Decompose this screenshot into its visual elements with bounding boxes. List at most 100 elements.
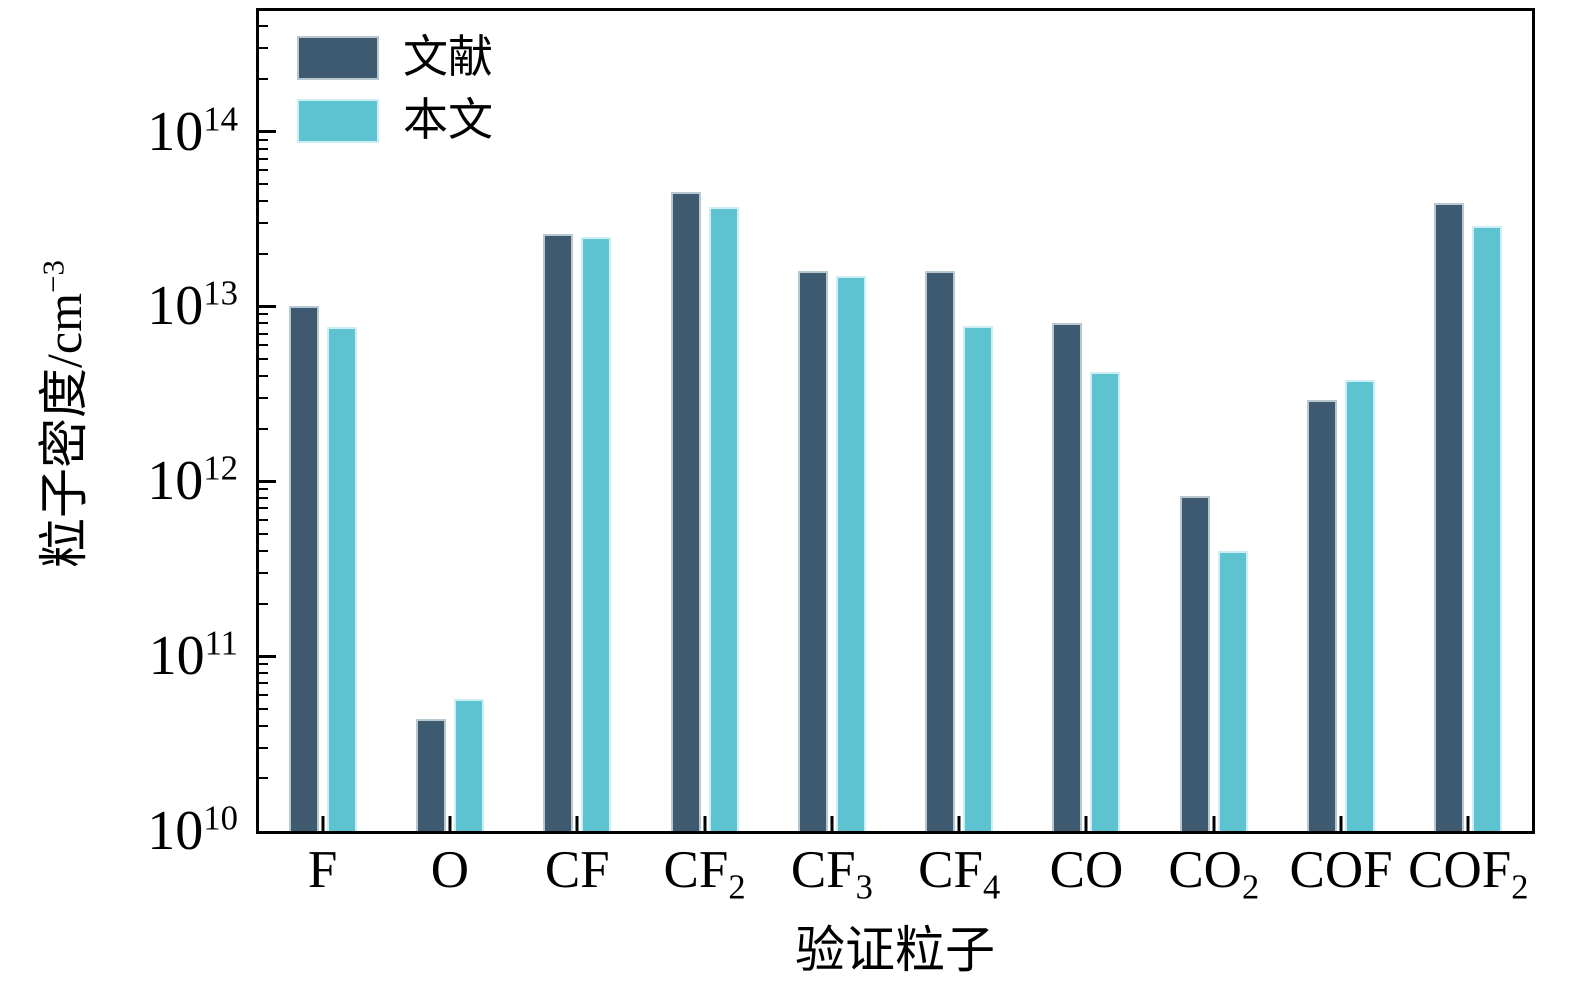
bar-this-work xyxy=(453,698,484,831)
y-minor-tick-mark xyxy=(259,138,268,141)
y-minor-tick-mark xyxy=(259,47,268,50)
legend-label-this-work: 本文 xyxy=(403,95,494,145)
bar-this-work xyxy=(1090,372,1121,831)
y-major-tick-mark xyxy=(259,479,276,483)
x-tick-label: CF4 xyxy=(918,841,1000,905)
x-tick-mark xyxy=(1339,816,1343,831)
bar-literature xyxy=(925,270,956,831)
x-tick-label-base: CF xyxy=(663,841,729,899)
bar-group-F xyxy=(259,11,386,831)
bar-this-work xyxy=(326,327,357,831)
y-tick-label: 1014 xyxy=(147,101,238,160)
y-major-tick-mark xyxy=(259,304,276,308)
x-tick-label: CO xyxy=(1050,841,1124,899)
y-minor-tick-mark xyxy=(259,707,268,710)
bars-layer xyxy=(259,11,1532,831)
x-tick-mark xyxy=(830,816,834,831)
y-minor-tick-mark xyxy=(259,672,268,675)
bar-this-work xyxy=(1472,225,1503,831)
y-minor-tick-mark xyxy=(259,147,268,150)
y-tick-label-exponent: 14 xyxy=(203,98,238,138)
bar-literature xyxy=(543,233,574,831)
x-tick-label-base: CF xyxy=(544,841,610,899)
bar-group-CF2 xyxy=(641,11,768,831)
y-tick-label-exponent: 12 xyxy=(203,448,238,488)
bar-literature xyxy=(288,306,319,831)
x-tick-mark xyxy=(1466,816,1470,831)
bar-this-work xyxy=(581,236,612,831)
y-minor-tick-mark xyxy=(259,693,268,696)
y-minor-tick-mark xyxy=(259,746,268,749)
y-tick-label-base: 10 xyxy=(147,800,204,862)
bar-group-COF xyxy=(1277,11,1404,831)
bar-group-COF2 xyxy=(1405,11,1532,831)
y-major-tick-mark xyxy=(259,654,276,658)
bar-this-work xyxy=(963,326,994,831)
y-tick-label: 1013 xyxy=(147,276,238,335)
legend-item-literature: 文献 xyxy=(297,35,493,80)
y-minor-tick-mark xyxy=(259,427,268,430)
y-axis-title-superscript: −3 xyxy=(35,260,71,293)
bar-literature xyxy=(1052,323,1083,831)
x-tick-label-base: CO xyxy=(1049,841,1124,899)
y-minor-tick-mark xyxy=(259,183,268,186)
y-tick-label: 1011 xyxy=(148,625,238,688)
y-minor-tick-mark xyxy=(259,519,268,522)
y-minor-tick-mark xyxy=(259,488,268,491)
legend-item-this-work: 本文 xyxy=(297,98,493,143)
x-tick-label-base: O xyxy=(430,841,470,899)
y-minor-tick-mark xyxy=(259,169,268,172)
y-minor-tick-mark xyxy=(259,344,268,347)
y-tick-label-exponent: 11 xyxy=(204,623,238,663)
y-minor-tick-mark xyxy=(259,602,268,605)
y-tick-label-base: 10 xyxy=(147,450,204,513)
bar-this-work xyxy=(1345,379,1376,831)
y-minor-tick-mark xyxy=(259,777,268,780)
x-tick-label-subscript: 2 xyxy=(1511,868,1529,907)
x-tick-label-subscript: 2 xyxy=(728,868,746,907)
y-minor-tick-mark xyxy=(259,571,268,574)
y-minor-tick-mark xyxy=(259,157,268,160)
bar-literature xyxy=(415,718,446,831)
y-tick-label-base: 10 xyxy=(148,625,205,688)
y-minor-tick-mark xyxy=(259,396,268,399)
x-tick-mark xyxy=(448,816,452,831)
y-minor-tick-mark xyxy=(259,200,268,203)
bar-group-CF4 xyxy=(896,11,1023,831)
bar-literature xyxy=(1434,203,1465,831)
y-minor-tick-mark xyxy=(259,322,268,325)
y-minor-tick-mark xyxy=(259,332,268,335)
bar-this-work xyxy=(1217,550,1248,831)
x-tick-mark xyxy=(1084,816,1088,831)
legend-swatch-literature xyxy=(297,35,379,80)
y-minor-tick-mark xyxy=(259,497,268,500)
y-minor-tick-mark xyxy=(259,507,268,510)
x-tick-mark xyxy=(957,816,961,831)
bar-this-work xyxy=(835,275,866,831)
bar-this-work xyxy=(708,207,739,831)
y-minor-tick-mark xyxy=(259,358,268,361)
y-tick-label: 1012 xyxy=(147,450,238,513)
bar-group-O xyxy=(386,11,513,831)
x-tick-label: CF xyxy=(545,841,610,899)
bar-group-CO xyxy=(1023,11,1150,831)
x-tick-label: CF3 xyxy=(791,841,873,905)
y-axis-title: 粒子密度/cm−3 xyxy=(24,260,96,568)
bar-literature xyxy=(1179,496,1210,831)
legend-swatch-this-work xyxy=(297,98,379,143)
x-tick-label: COF xyxy=(1289,841,1392,899)
y-minor-tick-mark xyxy=(259,682,268,685)
y-minor-tick-mark xyxy=(259,313,268,316)
bar-group-CF3 xyxy=(768,11,895,831)
legend: 文献本文 xyxy=(297,35,493,143)
x-tick-labels: F O CF CF2 CF3 CF4 CO CO2 COF COF2 xyxy=(259,11,1532,905)
x-tick-label: CF2 xyxy=(663,841,746,905)
bar-literature xyxy=(1307,400,1338,831)
y-minor-tick-mark xyxy=(259,724,268,727)
y-minor-tick-mark xyxy=(259,532,268,535)
y-minor-tick-mark xyxy=(259,25,268,28)
y-major-tick-mark xyxy=(259,130,276,134)
x-tick-label-subscript: 4 xyxy=(982,868,1001,907)
x-tick-label-base: F xyxy=(307,841,338,899)
